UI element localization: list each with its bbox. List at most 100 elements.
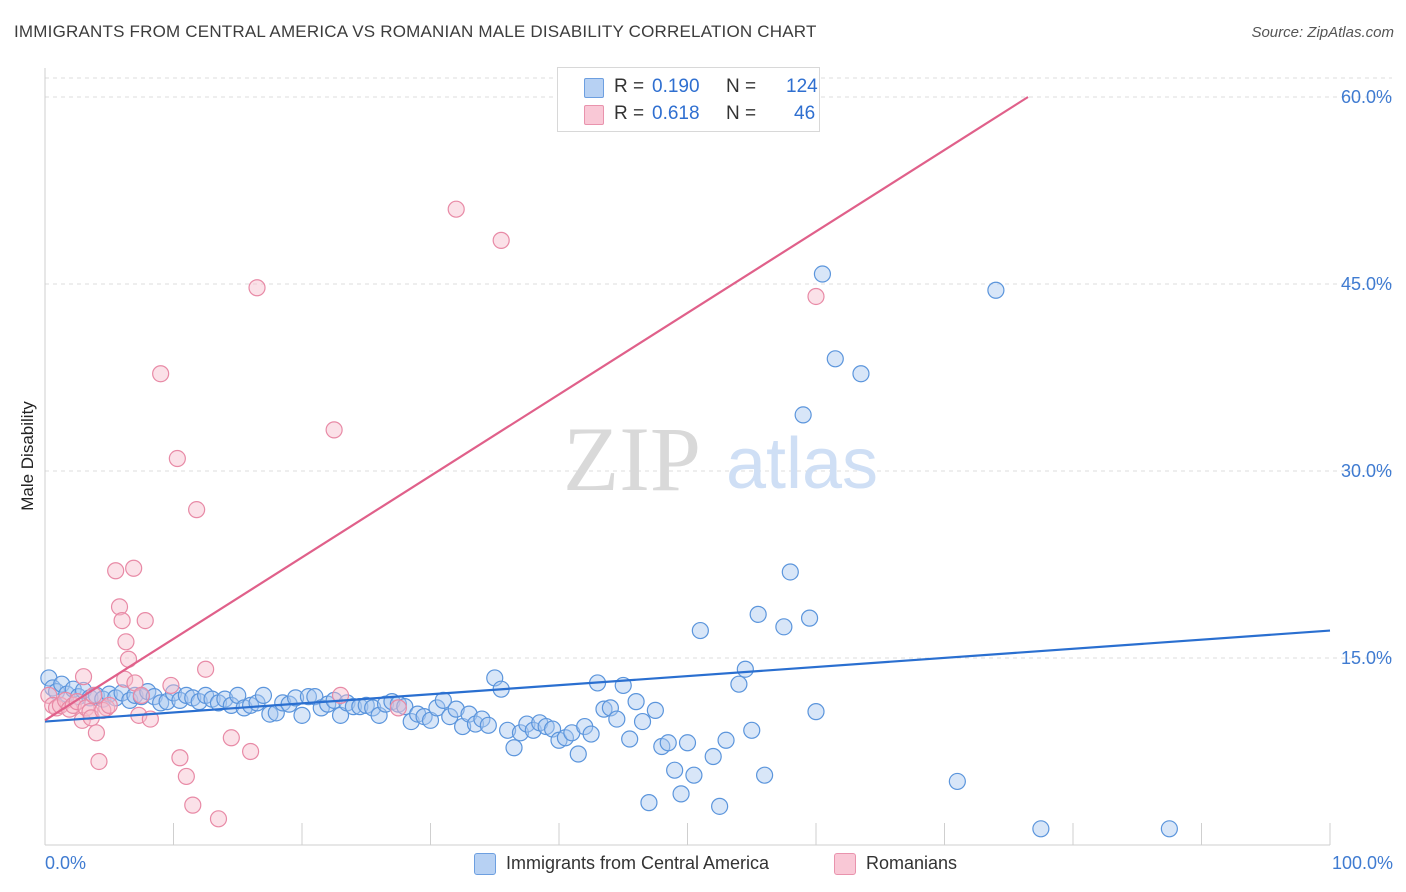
data-point-immigrants	[659, 734, 677, 752]
data-point-immigrants	[987, 281, 1005, 299]
x-tick-label-min: 0.0%	[45, 853, 86, 873]
data-point-immigrants	[678, 734, 697, 752]
axes	[44, 68, 1331, 846]
chart-title: IMMIGRANTS FROM CENTRAL AMERICA VS ROMAN…	[14, 22, 817, 41]
data-point-immigrants	[800, 609, 819, 627]
data-point-immigrants	[479, 716, 497, 734]
data-point-immigrants	[813, 265, 832, 283]
y-tick-label: 30.0%	[1341, 461, 1392, 481]
data-point-immigrants	[826, 350, 844, 368]
data-point-immigrants	[293, 706, 311, 724]
data-point-immigrants	[755, 766, 774, 784]
watermark: ZIP atlas	[563, 408, 878, 510]
data-point-immigrants	[807, 703, 825, 721]
chart-source: Source: ZipAtlas.com	[1251, 24, 1394, 41]
data-point-immigrants	[685, 766, 703, 784]
trend-line-romanians	[44, 96, 1029, 722]
data-point-immigrants	[216, 690, 234, 708]
series-romanians-points	[40, 200, 825, 828]
y-tick-label: 60.0%	[1341, 87, 1392, 107]
data-point-romanians	[100, 696, 118, 714]
data-point-romanians	[242, 742, 260, 761]
watermark-atlas: atlas	[726, 424, 878, 504]
data-point-romanians	[184, 796, 202, 814]
series-immigrants-points	[40, 265, 1178, 838]
data-point-immigrants	[948, 772, 966, 791]
data-point-immigrants	[505, 739, 523, 757]
legend-r-value: 0.190	[652, 76, 700, 97]
data-point-immigrants	[582, 725, 600, 743]
data-point-romanians	[162, 676, 180, 695]
data-point-romanians	[90, 752, 108, 771]
data-point-immigrants	[852, 365, 870, 383]
data-point-immigrants	[518, 715, 536, 733]
data-point-immigrants	[511, 724, 530, 742]
data-point-romanians	[447, 200, 465, 218]
data-point-immigrants	[396, 698, 414, 716]
data-point-immigrants	[711, 797, 729, 815]
data-point-immigrants	[460, 705, 478, 723]
grid-lines	[45, 77, 1392, 659]
legend-r-value: 0.618	[652, 103, 700, 124]
legend-r-label: R =	[614, 76, 645, 97]
data-point-immigrants	[691, 621, 709, 640]
x-tick-label-max: 100.0%	[1332, 853, 1393, 873]
watermark-zip: ZIP	[563, 408, 701, 510]
data-point-immigrants	[1032, 820, 1050, 838]
data-point-immigrants	[621, 730, 639, 748]
bottom-legend-label-immigrants: Immigrants from Central America	[506, 853, 770, 873]
data-point-romanians	[132, 686, 150, 705]
data-point-romanians	[152, 365, 170, 383]
data-point-immigrants	[627, 693, 645, 711]
data-point-immigrants	[595, 700, 613, 718]
data-point-immigrants	[299, 688, 318, 706]
legend-n-label: N =	[726, 76, 757, 97]
data-point-romanians	[40, 686, 58, 705]
data-point-romanians	[492, 231, 510, 249]
data-point-immigrants	[286, 689, 305, 707]
data-point-immigrants	[145, 688, 163, 706]
data-point-immigrants	[736, 660, 754, 678]
data-point-immigrants	[717, 731, 735, 749]
data-point-romanians	[389, 699, 407, 717]
data-point-romanians	[177, 767, 195, 786]
data-point-immigrants	[743, 721, 761, 739]
data-point-romanians	[125, 559, 143, 577]
data-point-immigrants	[447, 700, 465, 718]
data-point-romanians	[74, 668, 93, 686]
data-point-immigrants	[640, 794, 658, 812]
data-point-immigrants	[794, 406, 812, 424]
data-point-immigrants	[704, 747, 722, 766]
data-point-romanians	[807, 287, 825, 306]
data-point-immigrants	[749, 605, 767, 623]
data-point-romanians	[87, 724, 106, 742]
data-point-romanians	[107, 562, 125, 580]
data-point-immigrants	[126, 686, 144, 705]
data-point-romanians	[117, 633, 135, 651]
tick-labels: 15.0% 30.0% 45.0% 60.0% 0.0% 100.0%	[45, 87, 1393, 873]
data-point-romanians	[136, 611, 154, 630]
bottom-legend-label-romanians: Romanians	[866, 853, 958, 873]
data-point-immigrants	[781, 563, 799, 581]
y-tick-label: 45.0%	[1341, 274, 1392, 294]
trend-lines	[44, 96, 1331, 723]
data-point-immigrants	[158, 693, 176, 711]
correlation-legend: R = 0.190 N = 124 R = 0.618 N = 46	[557, 67, 820, 132]
data-point-romanians	[168, 449, 186, 468]
legend-r-label: R =	[614, 103, 645, 124]
data-point-romanians	[325, 421, 343, 439]
data-point-immigrants	[499, 721, 517, 739]
data-point-romanians	[248, 279, 266, 297]
bottom-legend-swatch-pink	[834, 853, 856, 875]
legend-n-value: 124	[786, 76, 818, 97]
data-point-immigrants	[608, 710, 626, 728]
data-point-romanians	[209, 810, 228, 828]
legend-n-label: N =	[726, 103, 757, 124]
legend-n-value: 46	[794, 103, 816, 124]
legend-swatch-blue	[584, 78, 604, 98]
data-point-romanians	[188, 501, 206, 519]
data-point-romanians	[116, 670, 134, 688]
data-point-romanians	[222, 729, 240, 747]
data-point-romanians	[81, 703, 99, 721]
